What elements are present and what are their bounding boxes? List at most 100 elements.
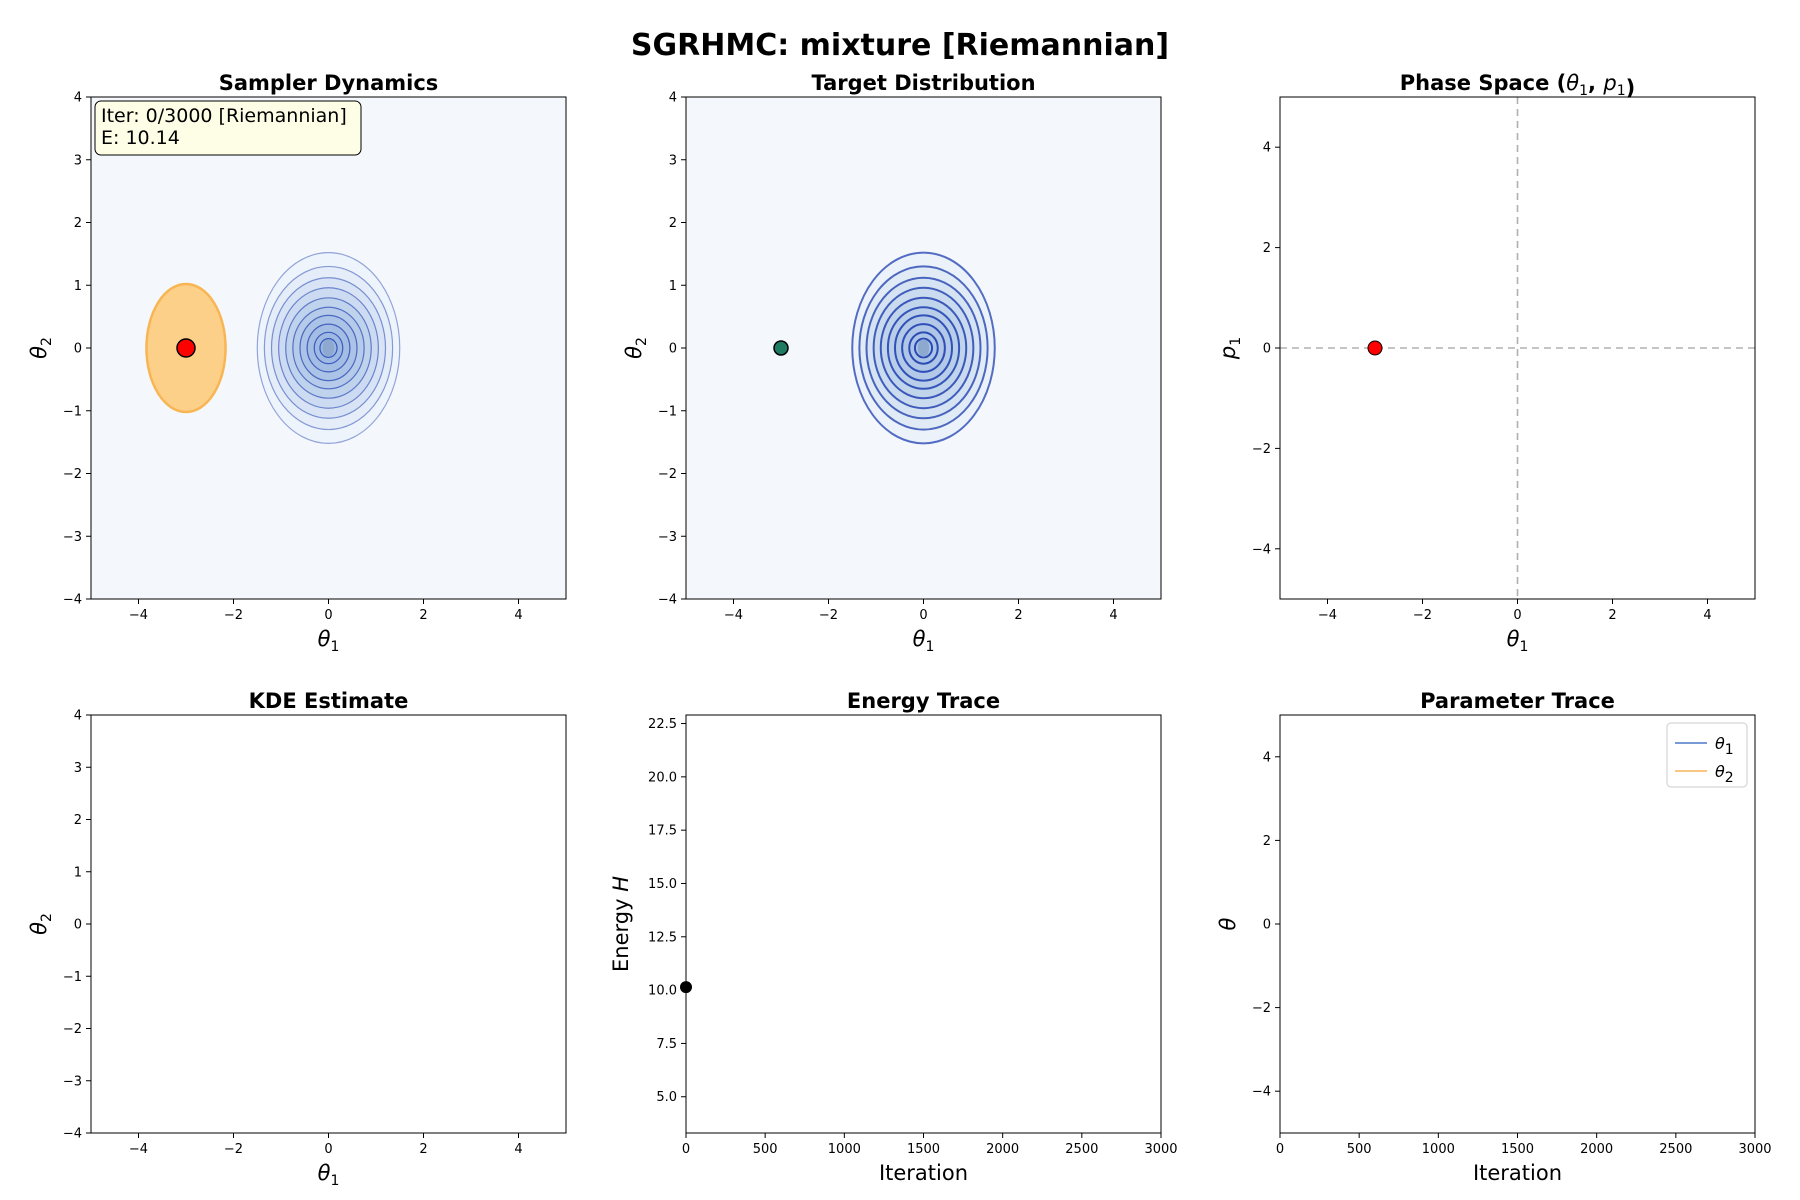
y-tick-label: −2 bbox=[63, 1022, 82, 1037]
panel-title: Target Distribution bbox=[811, 71, 1035, 95]
x-tick-label: 1000 bbox=[828, 1142, 861, 1157]
panel-params: 0 500 1000 1500 2000 2500 3000 −4 −2 0 2 4 Iteration… bbox=[1216, 689, 1772, 1185]
y-tick-label: 5.0 bbox=[656, 1090, 677, 1105]
target-point bbox=[773, 340, 789, 356]
panel-target: −4 −2 0 2 4 −4 −3 −2 −1 0 1 2 3 4 θ1 θ2 Target Distribut… bbox=[622, 71, 1162, 655]
y-tick-label: −3 bbox=[63, 1074, 82, 1089]
x-tick-label: 0 bbox=[682, 1142, 690, 1157]
panel-kde: −4 −2 0 2 4 −4 −3 −2 −1 0 1 2 3 4 θ1 θ2 KDE Estimate bbox=[27, 689, 567, 1189]
x-tick-label: 2 bbox=[1014, 608, 1022, 623]
y-axis-title: θ2 bbox=[622, 337, 650, 359]
panel-title: Parameter Trace bbox=[1420, 689, 1615, 713]
y-axis-title: p1 bbox=[1216, 337, 1244, 360]
y-tick-label: 15.0 bbox=[648, 877, 677, 892]
panel-energy: 0 500 1000 1500 2000 2500 3000 5.0 7.5 10.0 12.5 15… bbox=[609, 689, 1178, 1185]
legend-label: θ1 bbox=[1715, 734, 1734, 758]
panel-title: KDE Estimate bbox=[249, 689, 409, 713]
y-tick-label: −2 bbox=[1252, 1001, 1271, 1016]
y-tick-label: −4 bbox=[63, 593, 82, 608]
x-tick-label: 3000 bbox=[1144, 1142, 1177, 1157]
y-tick-label: 2 bbox=[1263, 241, 1271, 256]
plot-content bbox=[145, 252, 401, 444]
y-tick-label: 0 bbox=[1263, 342, 1271, 357]
legend-label: θ2 bbox=[1715, 762, 1734, 786]
x-axis-title: Iteration bbox=[879, 1161, 968, 1185]
y-tick-label: −4 bbox=[1252, 542, 1271, 557]
info-iteration: Iter: 0/3000 [Riemannian] bbox=[101, 105, 347, 127]
x-tick-label: 1000 bbox=[1422, 1142, 1455, 1157]
y-tick-label: 0 bbox=[669, 342, 677, 357]
x-tick-label: −2 bbox=[1413, 608, 1432, 623]
x-tick-label: 500 bbox=[1347, 1142, 1372, 1157]
y-tick-label: 2 bbox=[1263, 834, 1271, 849]
y-tick-label: −2 bbox=[63, 467, 82, 482]
x-tick-label: 4 bbox=[1109, 608, 1117, 623]
y-tick-label: 3 bbox=[669, 153, 677, 168]
y-tick-label: −2 bbox=[658, 467, 677, 482]
contour-core bbox=[322, 339, 335, 357]
x-axis-title: θ1 bbox=[913, 627, 935, 655]
x-tick-label: 2500 bbox=[1659, 1142, 1692, 1157]
y-tick-label: −3 bbox=[63, 530, 82, 545]
x-tick-label: 0 bbox=[1513, 608, 1521, 623]
panel-title: Sampler Dynamics bbox=[219, 71, 439, 95]
y-axis-title: θ2 bbox=[27, 913, 55, 935]
y-tick-label: 10.0 bbox=[648, 984, 677, 999]
plot-content bbox=[1280, 97, 1755, 599]
x-tick-label: 2000 bbox=[986, 1142, 1019, 1157]
y-tick-label: 4 bbox=[669, 91, 677, 106]
y-tick-label: −1 bbox=[658, 404, 677, 419]
y-axis-title: θ2 bbox=[27, 337, 55, 359]
x-tick-label: −4 bbox=[724, 608, 743, 623]
y-tick-label: 1 bbox=[669, 279, 677, 294]
y-tick-label: 22.5 bbox=[648, 717, 677, 732]
y-tick-label: −2 bbox=[1252, 442, 1271, 457]
x-axis-title: θ1 bbox=[1507, 627, 1529, 655]
x-tick-label: 2 bbox=[1608, 608, 1616, 623]
x-tick-label: 1500 bbox=[1501, 1142, 1534, 1157]
sampler-point bbox=[176, 338, 196, 358]
y-tick-label: −4 bbox=[658, 593, 677, 608]
plot-content bbox=[773, 251, 996, 445]
legend-box bbox=[1666, 722, 1748, 788]
x-tick-label: 4 bbox=[1703, 608, 1711, 623]
y-tick-label: 3 bbox=[74, 153, 82, 168]
phase-point bbox=[1367, 340, 1383, 356]
panel-title: Phase Space (θ1, p1) bbox=[1400, 71, 1635, 100]
y-tick-label: 2 bbox=[74, 813, 82, 828]
x-tick-label: 2000 bbox=[1580, 1142, 1613, 1157]
y-tick-label: 20.0 bbox=[648, 770, 677, 785]
y-tick-label: 1 bbox=[74, 279, 82, 294]
plot-area bbox=[91, 715, 566, 1133]
y-axis-title: θ bbox=[1216, 917, 1240, 930]
x-tick-label: 1500 bbox=[907, 1142, 940, 1157]
figure-title: SGRHMC: mixture [Riemannian] bbox=[630, 28, 1170, 63]
x-tick-label: 4 bbox=[514, 608, 522, 623]
x-tick-label: −4 bbox=[129, 1142, 148, 1157]
x-tick-label: −2 bbox=[224, 608, 243, 623]
y-tick-label: −4 bbox=[1252, 1085, 1271, 1100]
y-tick-label: 2 bbox=[74, 216, 82, 231]
y-tick-label: 2 bbox=[669, 216, 677, 231]
y-tick-label: −3 bbox=[658, 530, 677, 545]
y-tick-label: 0 bbox=[74, 918, 82, 933]
x-axis-title: Iteration bbox=[1473, 1161, 1562, 1185]
panel-sampler: −4 −2 0 2 4 −4 −3 −2 −1 0 1 2 3 4 θ1 θ2 Sampler Dynamics… bbox=[27, 71, 567, 655]
y-tick-label: −4 bbox=[63, 1127, 82, 1142]
y-tick-label: 17.5 bbox=[648, 824, 677, 839]
y-axis-title: Energy H bbox=[609, 876, 633, 972]
x-tick-label: −4 bbox=[129, 608, 148, 623]
x-tick-label: −2 bbox=[224, 1142, 243, 1157]
x-tick-label: 0 bbox=[324, 608, 332, 623]
x-tick-label: 0 bbox=[1276, 1142, 1284, 1157]
x-tick-label: 2 bbox=[419, 608, 427, 623]
panel-title: Energy Trace bbox=[847, 689, 1000, 713]
plot-area bbox=[1280, 97, 1755, 599]
x-tick-label: 0 bbox=[324, 1142, 332, 1157]
x-tick-label: −2 bbox=[819, 608, 838, 623]
y-tick-label: 0 bbox=[1263, 918, 1271, 933]
y-tick-label: 4 bbox=[74, 709, 82, 724]
info-box bbox=[94, 100, 362, 156]
contour-core bbox=[917, 339, 930, 357]
